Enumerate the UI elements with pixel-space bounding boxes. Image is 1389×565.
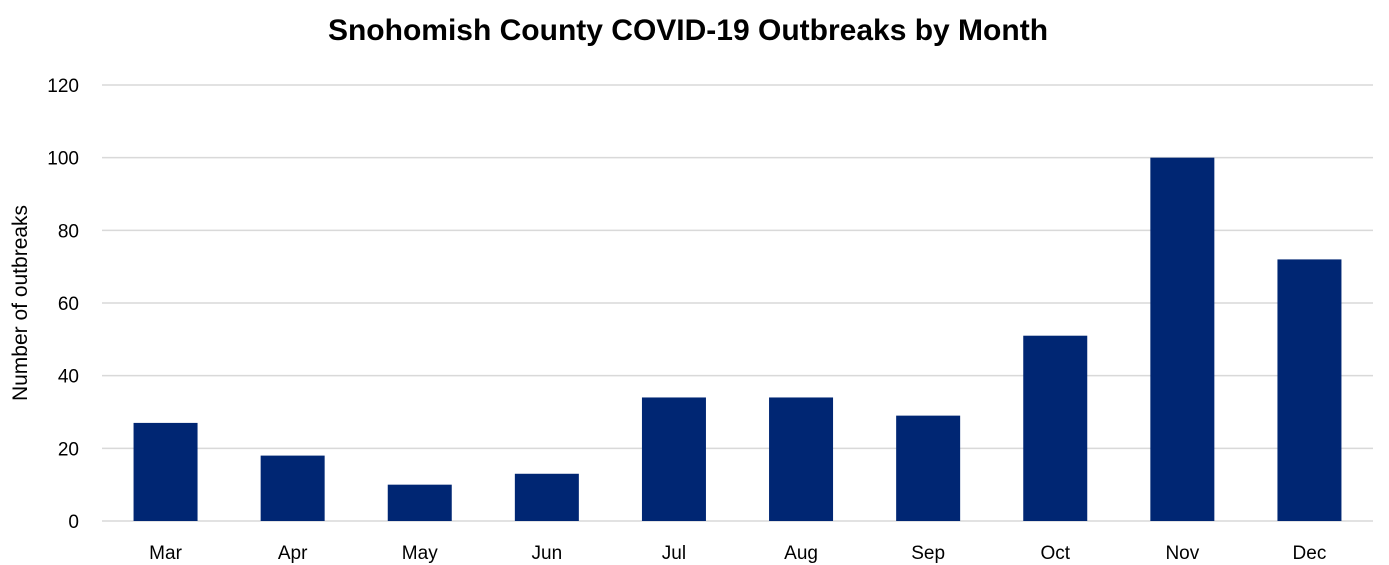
y-tick-label: 40: [58, 367, 79, 388]
bar-aug: [769, 397, 834, 521]
bars: [133, 157, 1342, 521]
x-tick-label-jun: Jun: [532, 543, 563, 564]
y-tick-label: 80: [58, 221, 79, 242]
y-tick-label: 120: [47, 76, 79, 97]
x-tick-label-nov: Nov: [1165, 543, 1199, 564]
bar-jul: [641, 397, 706, 521]
y-tick-label: 0: [68, 512, 79, 533]
bar-sep: [896, 415, 961, 521]
y-tick-label: 20: [58, 439, 79, 460]
y-axis-label: Number of outbreaks: [9, 205, 32, 401]
bar-mar: [133, 422, 198, 521]
x-tick-label-aug: Aug: [784, 543, 818, 564]
bar-apr: [260, 455, 325, 521]
chart-title: Snohomish County COVID-19 Outbreaks by M…: [328, 14, 1048, 47]
bar-dec: [1277, 259, 1342, 521]
x-tick-label-dec: Dec: [1293, 543, 1327, 564]
y-tick-label: 60: [58, 294, 79, 315]
x-tick-label-sep: Sep: [911, 543, 945, 564]
x-tick-label-may: May: [402, 543, 438, 564]
y-tick-label: 100: [47, 149, 79, 170]
bar-nov: [1150, 157, 1215, 521]
x-tick-label-mar: Mar: [149, 543, 182, 564]
x-tick-label-jul: Jul: [662, 543, 686, 564]
x-tick-label-oct: Oct: [1040, 543, 1070, 564]
bar-jun: [514, 473, 579, 521]
x-tick-label-apr: Apr: [278, 543, 308, 564]
bar-oct: [1023, 335, 1088, 521]
x-tick-labels: Mar Apr May Jun Jul Aug Sep Oct Nov Dec: [149, 543, 1326, 564]
bar-may: [387, 484, 452, 521]
y-tick-labels: 0 20 40 60 80 100 120: [47, 76, 79, 533]
gridlines: [102, 84, 1373, 522]
